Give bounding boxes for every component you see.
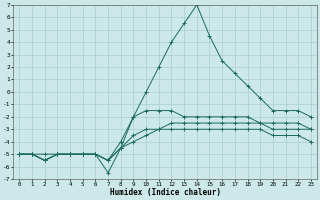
X-axis label: Humidex (Indice chaleur): Humidex (Indice chaleur) (110, 188, 220, 197)
